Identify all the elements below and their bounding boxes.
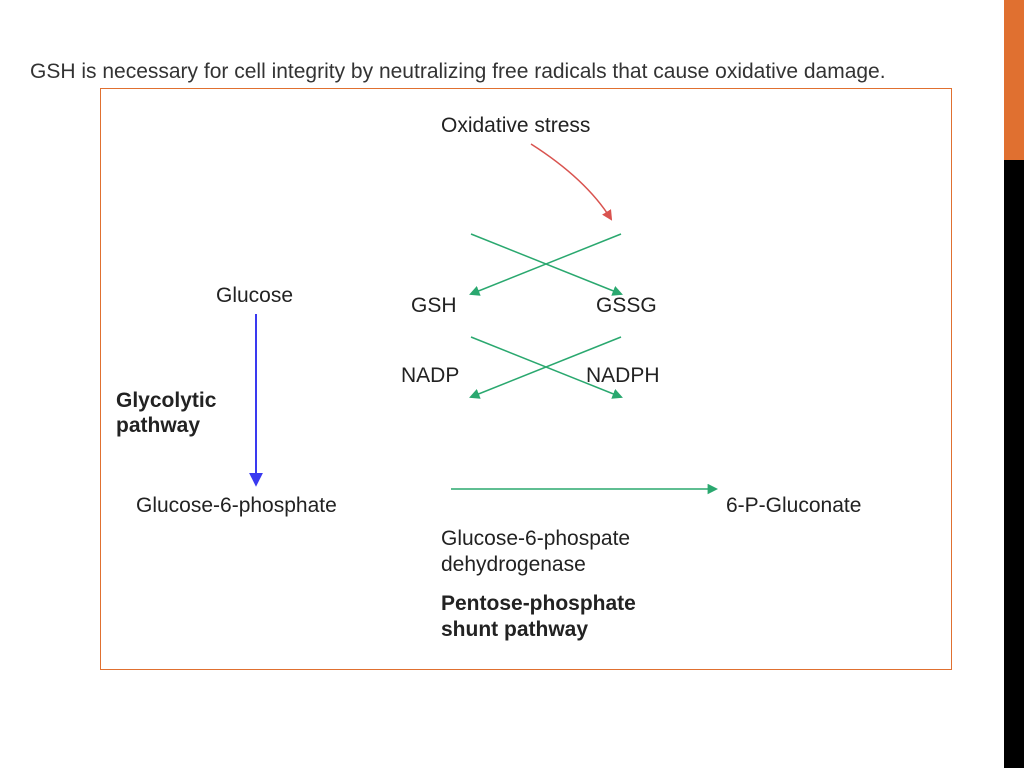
label-pentose-phosphate-l2: shunt pathway	[441, 618, 588, 642]
label-g6p-dehydrogenase-l1: Glucose-6-phospate	[441, 527, 630, 551]
label-g6p-dehydrogenase-l2: dehydrogenase	[441, 553, 586, 577]
diagram-container: Oxidative stress GSH GSSG NADP NADPH Glu…	[100, 88, 952, 670]
sidebar-accent-black	[1004, 160, 1024, 768]
diagram-arrows	[101, 89, 951, 669]
label-oxidative-stress: Oxidative stress	[441, 114, 590, 138]
arrow-oxidative-stress	[531, 144, 611, 219]
label-glycolytic-l1: Glycolytic	[116, 389, 216, 413]
label-gsh: GSH	[411, 294, 457, 318]
label-6p-gluconate: 6-P-Gluconate	[726, 494, 861, 518]
sidebar-accent-orange	[1004, 0, 1024, 160]
label-pentose-phosphate-l1: Pentose-phosphate	[441, 592, 636, 616]
label-g6p: Glucose-6-phosphate	[136, 494, 337, 518]
label-nadp: NADP	[401, 364, 459, 388]
label-glycolytic-l2: pathway	[116, 414, 200, 438]
label-nadph: NADPH	[586, 364, 660, 388]
label-gssg: GSSG	[596, 294, 657, 318]
label-glucose: Glucose	[216, 284, 293, 308]
